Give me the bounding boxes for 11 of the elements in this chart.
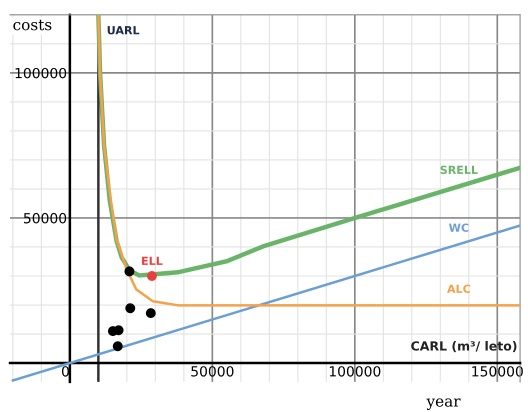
- y-axis-title: costs: [13, 20, 52, 30]
- x-tick-label: 150000: [472, 366, 523, 377]
- annotation: CARL (m³/ leto): [411, 341, 516, 352]
- x-tick-label: 100000: [330, 366, 380, 377]
- series-label: ELL: [142, 256, 163, 265]
- series-label: SRELL: [440, 166, 478, 174]
- x-tick-label: 50000: [191, 366, 234, 377]
- series-label: WC: [449, 223, 468, 232]
- ref-line-label: UARL: [108, 26, 140, 34]
- series-label: ALC: [447, 284, 470, 293]
- x-axis-title: year: [426, 398, 461, 410]
